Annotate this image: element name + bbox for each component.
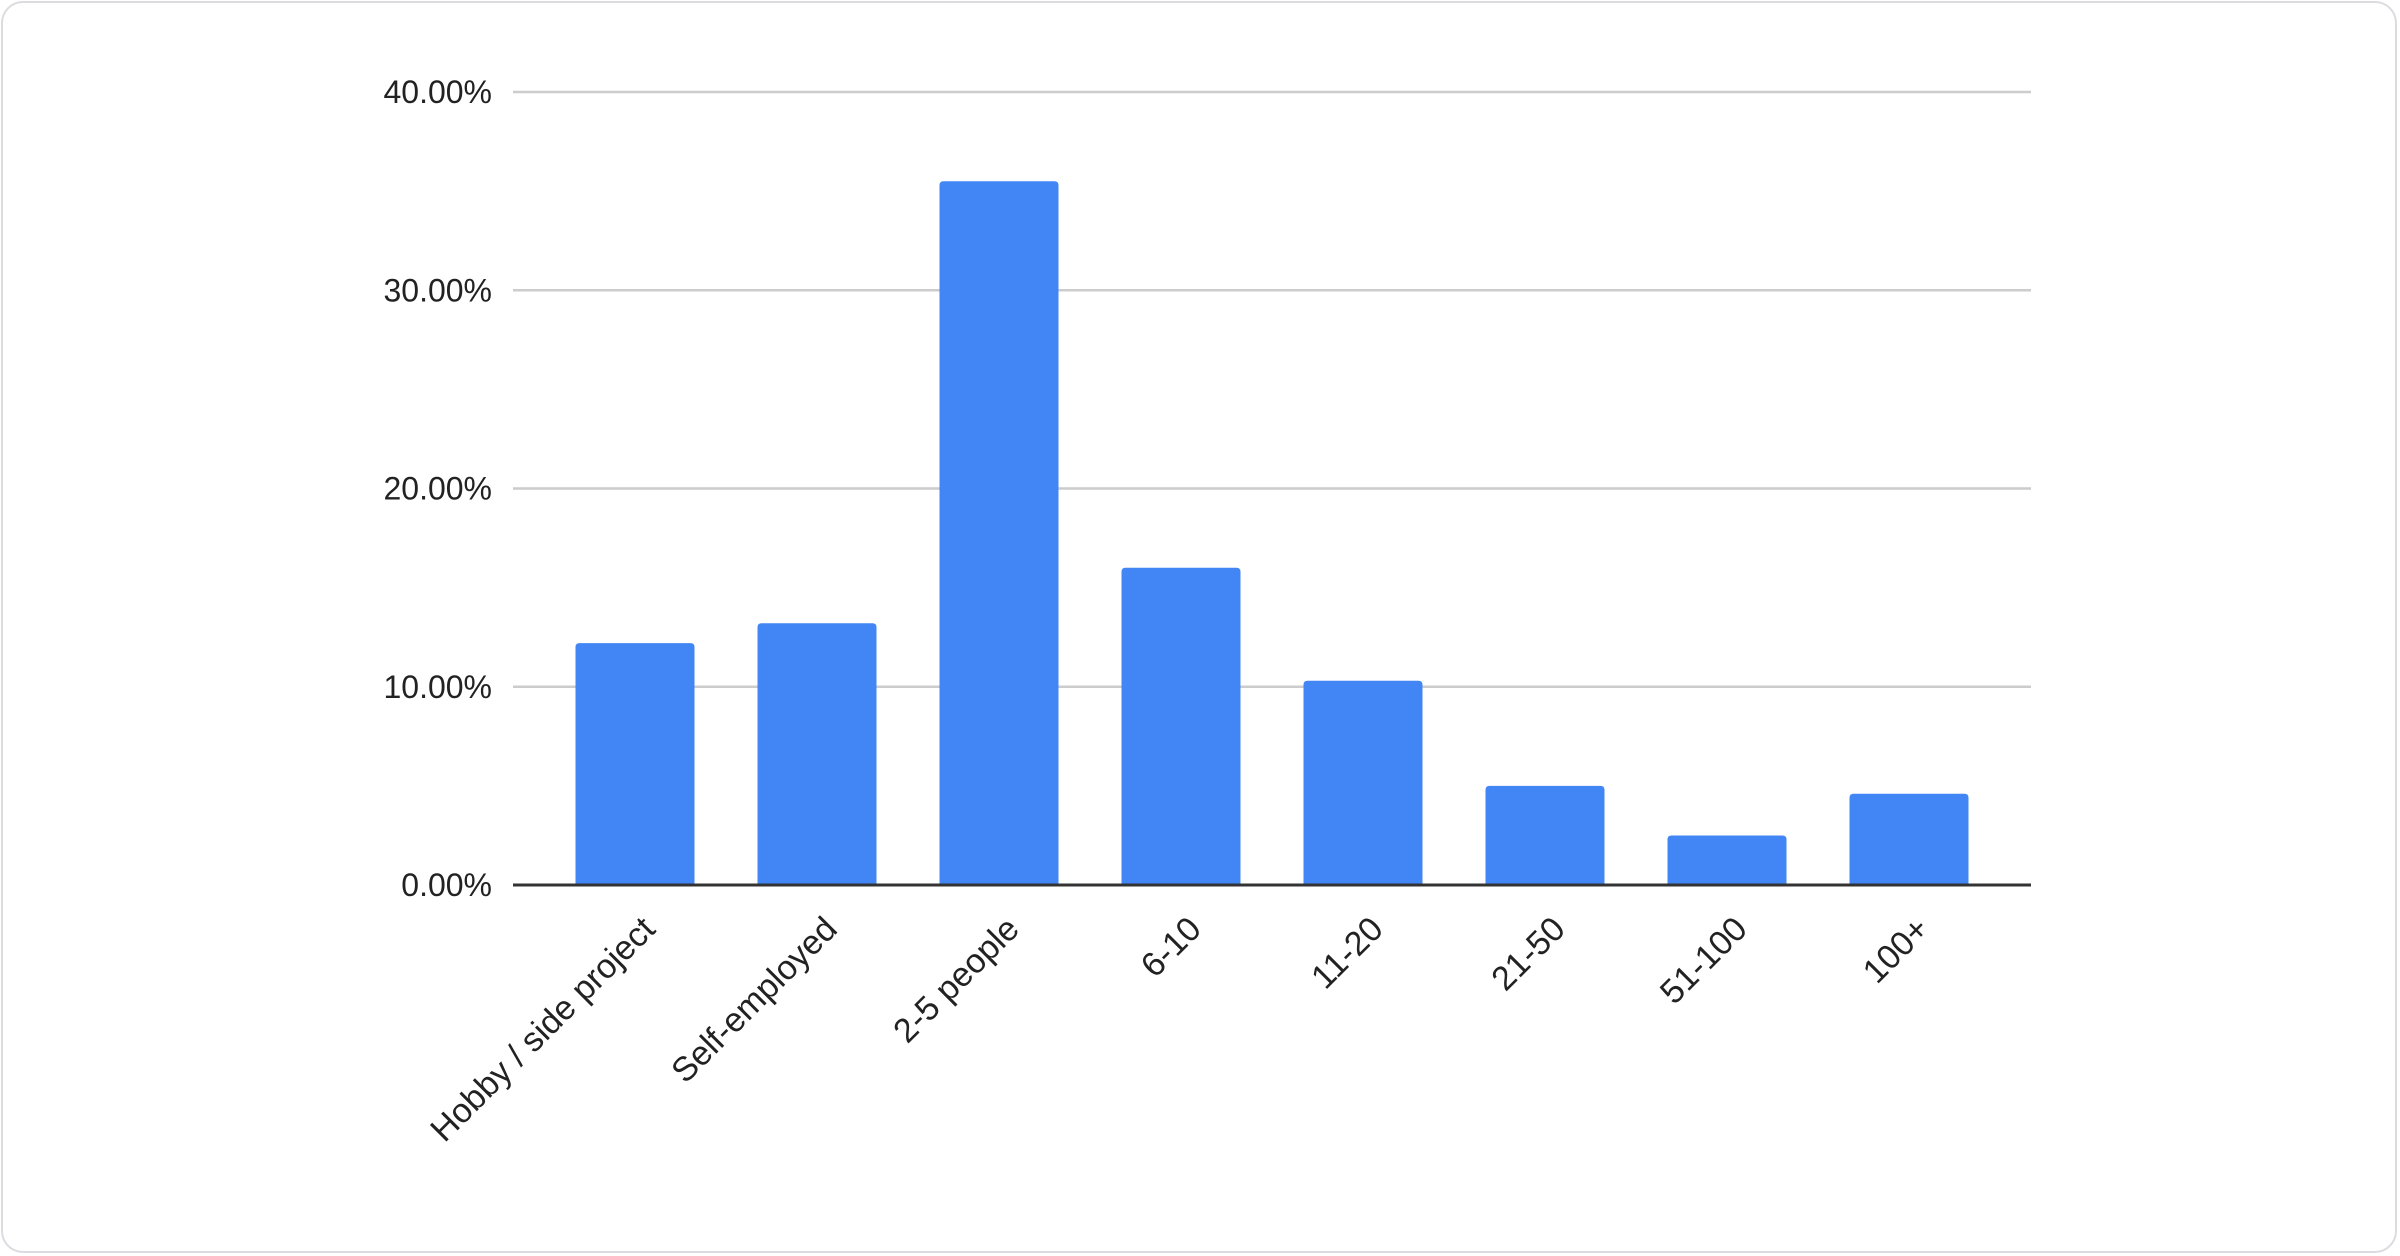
- y-tick-label: 40.00%: [383, 74, 492, 110]
- y-tick-label: 10.00%: [383, 669, 492, 705]
- y-tick-label: 0.00%: [401, 867, 492, 903]
- bar: [1849, 793, 1969, 885]
- bar: [1667, 835, 1787, 885]
- x-tick-label: 51-100: [1653, 910, 1755, 1012]
- x-tick-label: 6-10: [1134, 910, 1209, 985]
- x-tick-label: Self-employed: [664, 910, 845, 1091]
- x-tick-label: 21-50: [1484, 910, 1572, 998]
- bar: [1121, 567, 1241, 885]
- bar: [939, 181, 1059, 885]
- bar: [1303, 680, 1423, 885]
- y-tick-label: 20.00%: [383, 471, 492, 507]
- x-tick-label: 2-5 people: [886, 910, 1026, 1050]
- y-tick-label: 30.00%: [383, 272, 492, 308]
- x-tick-label: 11-20: [1304, 910, 1391, 997]
- bar: [757, 623, 877, 885]
- x-tick-label: Hobby / side project: [423, 909, 663, 1149]
- bar: [1485, 785, 1605, 885]
- x-tick-label: 100+: [1856, 910, 1937, 991]
- bar: [575, 643, 695, 885]
